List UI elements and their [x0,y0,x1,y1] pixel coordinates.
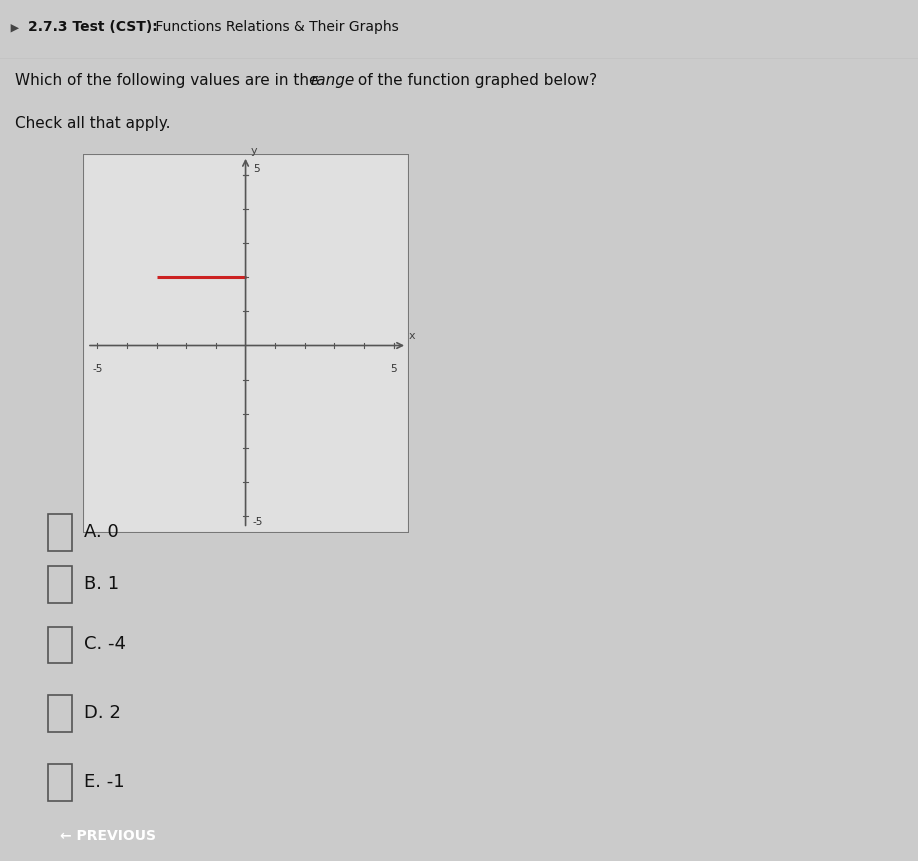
Text: x: x [409,331,415,341]
Text: Functions Relations & Their Graphs: Functions Relations & Their Graphs [151,20,399,34]
Bar [48,627,73,663]
Text: 5: 5 [253,164,260,174]
Text: A. 0: A. 0 [84,523,119,541]
Bar [48,567,73,603]
Bar [48,765,73,801]
Text: C. -4: C. -4 [84,635,127,653]
Text: y: y [252,146,258,156]
Text: D. 2: D. 2 [84,703,121,722]
Text: of the function graphed below?: of the function graphed below? [353,73,598,88]
Text: ▲: ▲ [9,23,19,31]
Text: E. -1: E. -1 [84,772,125,790]
Text: 5: 5 [390,363,397,373]
Bar [48,696,73,732]
Text: B. 1: B. 1 [84,574,119,592]
Text: -5: -5 [92,363,103,373]
Bar [83,155,409,534]
Bar [48,515,73,551]
Text: Check all that apply.: Check all that apply. [15,116,171,131]
Text: Which of the following values are in the: Which of the following values are in the [15,73,323,88]
Text: -5: -5 [253,517,263,527]
Text: ← PREVIOUS: ← PREVIOUS [60,827,156,842]
Text: 2.7.3 Test (CST):: 2.7.3 Test (CST): [28,20,157,34]
Text: range: range [310,73,354,88]
